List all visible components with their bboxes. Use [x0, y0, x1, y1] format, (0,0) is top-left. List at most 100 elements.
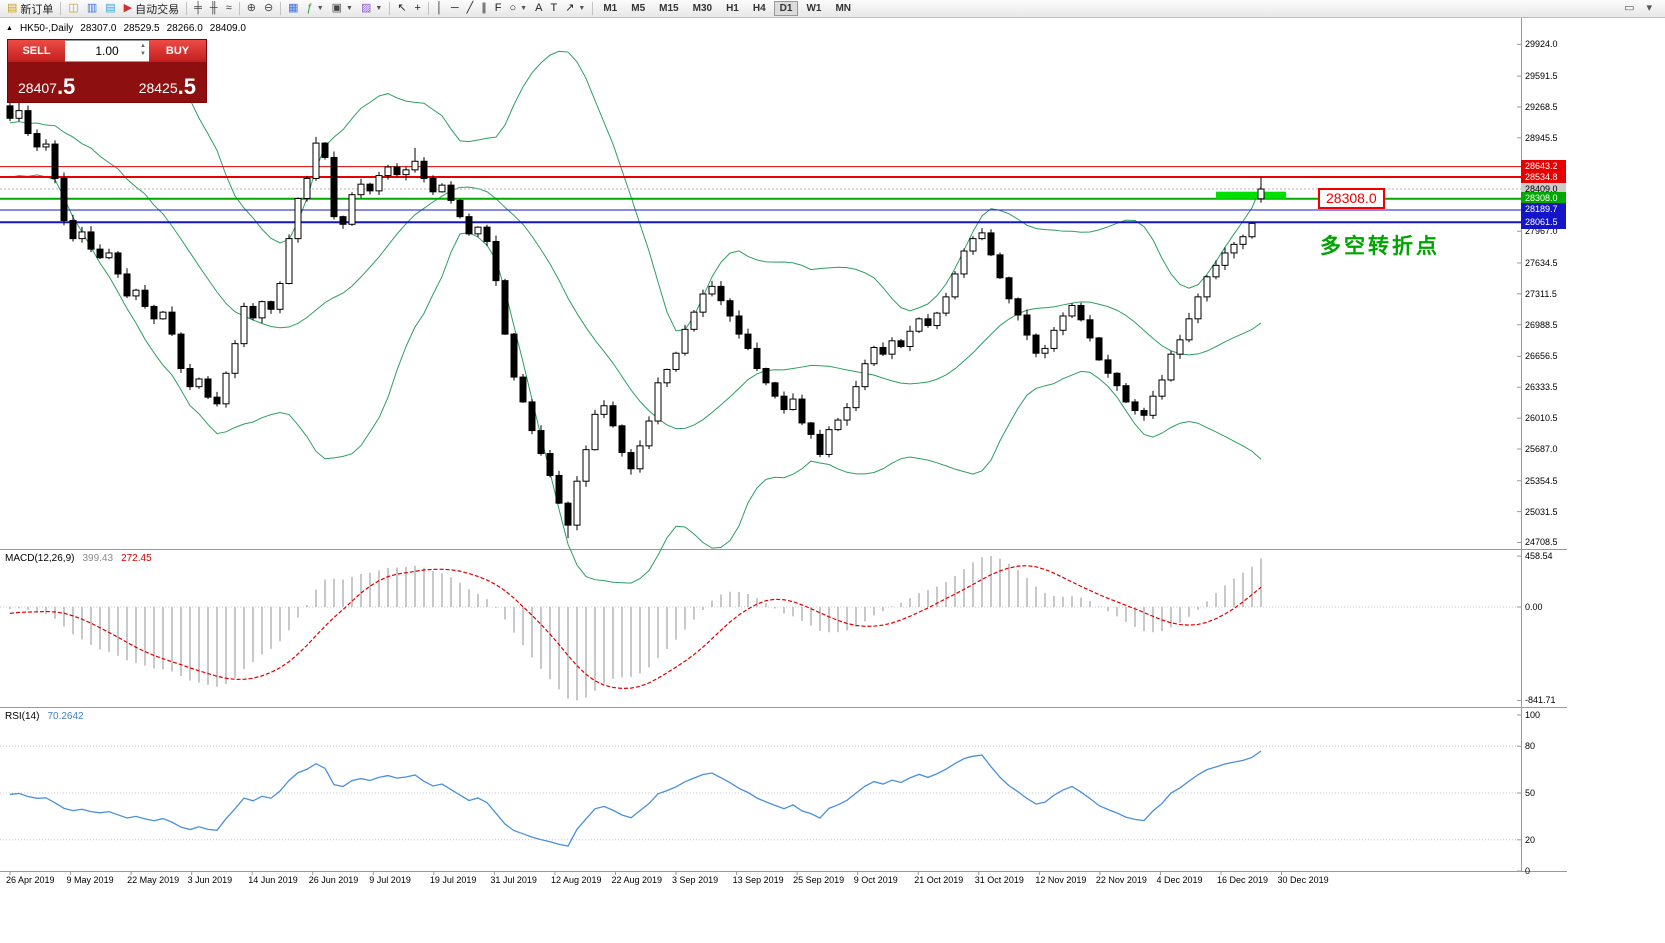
timeframe-m30-button[interactable]: M30 [692, 3, 713, 14]
price-annotation-box: 28308.0 [1318, 188, 1385, 209]
macd-axis-label: -841.71 [1525, 695, 1556, 706]
indicators-icon[interactable]: ƒ ▼ [303, 1, 328, 17]
cursor-icon[interactable]: ↖ [393, 1, 410, 17]
price-axis-label: 27634.5 [1525, 258, 1558, 268]
market-watch-icon[interactable]: ▥ [83, 1, 101, 17]
price-axis-label: 29924.0 [1525, 39, 1558, 50]
price-axis-label: 28945.5 [1525, 132, 1558, 143]
periods-icon[interactable]: ▣ ▼ [328, 1, 357, 17]
chart-window-icon[interactable]: ◫ [64, 1, 82, 17]
price-axis-label: 25687.0 [1525, 444, 1558, 454]
time-axis-label: 25 Sep 2019 [793, 875, 845, 885]
macd-label: MACD(12,26,9) 399.43 272.45 [5, 553, 152, 564]
one-click-trading-panel: SELL 1.00 ▲ ▼ BUY 28407 .5 28425 .5 [8, 40, 206, 102]
rsi-axis-label: 80 [1525, 741, 1536, 752]
macd-value-main: 399.43 [82, 553, 114, 564]
line-chart-icon[interactable]: ≈ [222, 1, 236, 17]
timeframe-mn-button[interactable]: MN [835, 3, 852, 14]
channel-icon-glyph: ∥ [481, 2, 487, 14]
rsi-axis-label: 0 [1525, 866, 1531, 876]
price-axis-label: 24708.5 [1525, 537, 1558, 548]
toolbar-separator [60, 2, 62, 15]
time-axis-label: 4 Dec 2019 [1156, 875, 1203, 885]
tile-windows-icon[interactable]: ▦ [284, 1, 302, 17]
time-axis-label: 3 Sep 2019 [672, 875, 719, 885]
fibonacci-icon[interactable]: F [491, 1, 506, 17]
dropdown-arrow-icon[interactable]: ▼ [578, 5, 586, 12]
bar-chart-icon[interactable]: ╪ [190, 1, 206, 17]
price-axis-label: 26656.5 [1525, 351, 1558, 362]
zoom-out-icon[interactable]: ⊖ [260, 1, 277, 17]
text-icon-glyph: A [535, 2, 543, 14]
vertical-line-icon[interactable]: │ [432, 1, 447, 17]
turning-point-note: 多空转折点 [1320, 235, 1440, 258]
buy-price-main: 28425 [138, 80, 178, 96]
dropdown-arrow-icon[interactable]: ▼ [375, 5, 383, 12]
chart-profile-icon[interactable]: ▭ [1620, 1, 1638, 17]
toolbar-more-icon[interactable]: ▾ [1642, 1, 1656, 17]
text-icon[interactable]: A [531, 1, 546, 17]
price-axis-tag: 28189.7 [1521, 203, 1566, 217]
arrows-icon[interactable]: ↗ ▼ [561, 1, 589, 17]
timeframe-h1-button[interactable]: H1 [726, 3, 739, 14]
stepper-up-icon[interactable]: ▲ [140, 43, 146, 49]
templates-icon[interactable]: ▨ ▼ [357, 1, 386, 17]
time-axis-label: 19 Jul 2019 [429, 875, 477, 885]
price-axis-label: 29591.5 [1525, 71, 1558, 82]
ohlc-close: 28409.0 [209, 23, 246, 34]
templates-icon-glyph: ▨ [360, 2, 372, 14]
timeframe-w1-button[interactable]: W1 [806, 3, 822, 14]
rsi-value: 70.2642 [47, 711, 84, 722]
price-axis-label: 27967.0 [1525, 226, 1558, 237]
macd-value-signal: 272.45 [121, 553, 152, 564]
autotrading-button[interactable]: ▶ 自动交易 [120, 1, 183, 17]
label-icon[interactable]: T [546, 1, 561, 17]
collapse-triangle-icon[interactable]: ▲ [6, 25, 13, 32]
zoom-in-icon-glyph: ⊕ [246, 2, 256, 14]
macd-name: MACD(12,26,9) [5, 553, 75, 564]
new-order-button-label: 新订单 [20, 3, 54, 16]
volume-input[interactable]: 1.00 ▲ ▼ [65, 40, 149, 62]
rsi-axis-label: 100 [1525, 710, 1541, 720]
data-window-icon[interactable]: ▤ [101, 1, 119, 17]
trendline-icon[interactable]: ╱ [463, 1, 478, 17]
toolbar-separator [186, 2, 188, 15]
crosshair-icon[interactable]: + [411, 1, 425, 17]
toolbar-separator [238, 2, 240, 15]
timeframe-m5-button[interactable]: M5 [631, 3, 646, 14]
dropdown-arrow-icon[interactable]: ▼ [520, 5, 528, 12]
time-axis-label: 21 Oct 2019 [914, 875, 964, 885]
price-axis-tag: 28643.2 [1521, 160, 1566, 174]
channel-icon[interactable]: ∥ [477, 1, 491, 17]
sell-button[interactable]: SELL [8, 40, 65, 62]
macd-signal-line [9, 565, 1262, 690]
dropdown-arrow-icon[interactable]: ▼ [346, 5, 353, 12]
rsi-line [9, 750, 1262, 847]
stepper-down-icon[interactable]: ▼ [140, 50, 146, 57]
macd-axis-label: 0.00 [1525, 602, 1543, 612]
market-watch-icon-glyph: ▥ [86, 2, 98, 14]
timeframe-m1-button[interactable]: M1 [603, 3, 618, 14]
crosshair-icon-glyph: + [414, 2, 421, 14]
shapes-icon[interactable]: ○ ▼ [506, 1, 532, 17]
timeframe-h4-button[interactable]: H4 [752, 3, 766, 14]
buy-button[interactable]: BUY [149, 40, 206, 62]
trendline-icon-glyph: ╱ [466, 2, 474, 14]
volume-stepper[interactable]: ▲ ▼ [140, 43, 146, 58]
price-axis-tag: 28061.5 [1521, 215, 1566, 229]
indicators-icon-glyph: ƒ [306, 2, 313, 14]
vertical-line-icon-glyph: │ [435, 2, 443, 14]
axis-ticks [1517, 43, 1521, 872]
timeframe-m15-button[interactable]: M15 [659, 3, 679, 14]
timeframe-d1-button[interactable]: D1 [773, 1, 799, 16]
time-axis-label: 9 Jul 2019 [369, 875, 411, 885]
zoom-in-icon[interactable]: ⊕ [243, 1, 260, 17]
candlestick-chart-icon[interactable]: ╫ [206, 1, 222, 17]
time-axis-label: 26 Jun 2019 [308, 875, 359, 885]
tile-windows-icon-glyph: ▦ [288, 2, 299, 14]
dropdown-arrow-icon[interactable]: ▼ [316, 5, 324, 12]
horizontal-line-icon[interactable]: ─ [447, 1, 463, 17]
new-order-button[interactable]: ▤ 新订单 [3, 1, 57, 17]
time-axis-label: 31 Oct 2019 [974, 875, 1024, 885]
